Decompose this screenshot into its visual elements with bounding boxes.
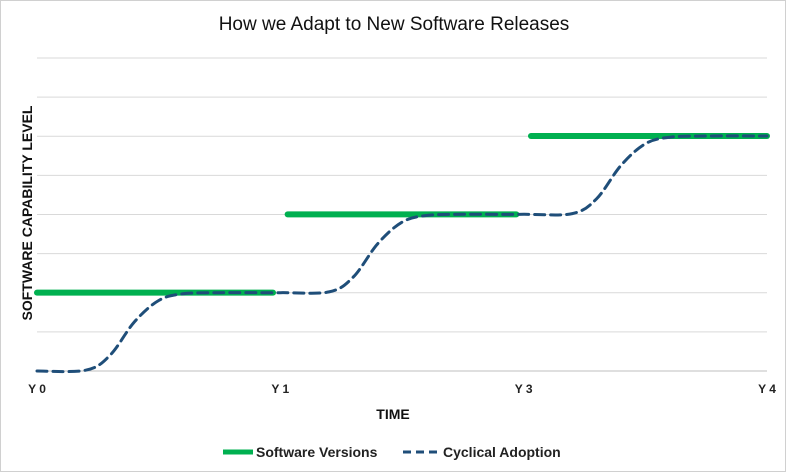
legend-label-software-versions: Software Versions bbox=[256, 444, 378, 460]
chart-title: How we Adapt to New Software Releases bbox=[219, 14, 570, 35]
plot-series bbox=[34, 133, 770, 374]
y-axis-title: SOFTWARE CAPABILITY LEVEL bbox=[19, 105, 35, 320]
legend-label-cyclical-adoption: Cyclical Adoption bbox=[443, 444, 561, 460]
legend: Software Versions Cyclical Adoption bbox=[223, 444, 561, 460]
x-tick-label: Y 0 bbox=[28, 382, 46, 396]
x-tick-label: Y 4 bbox=[758, 382, 776, 396]
x-axis-title: TIME bbox=[376, 406, 409, 422]
x-tick-labels: Y 0 Y 1 Y 3 Y 4 bbox=[28, 382, 776, 396]
x-tick-label: Y 1 bbox=[271, 382, 289, 396]
x-tick-label: Y 3 bbox=[515, 382, 533, 396]
cyclical-adoption-line bbox=[35, 134, 769, 374]
